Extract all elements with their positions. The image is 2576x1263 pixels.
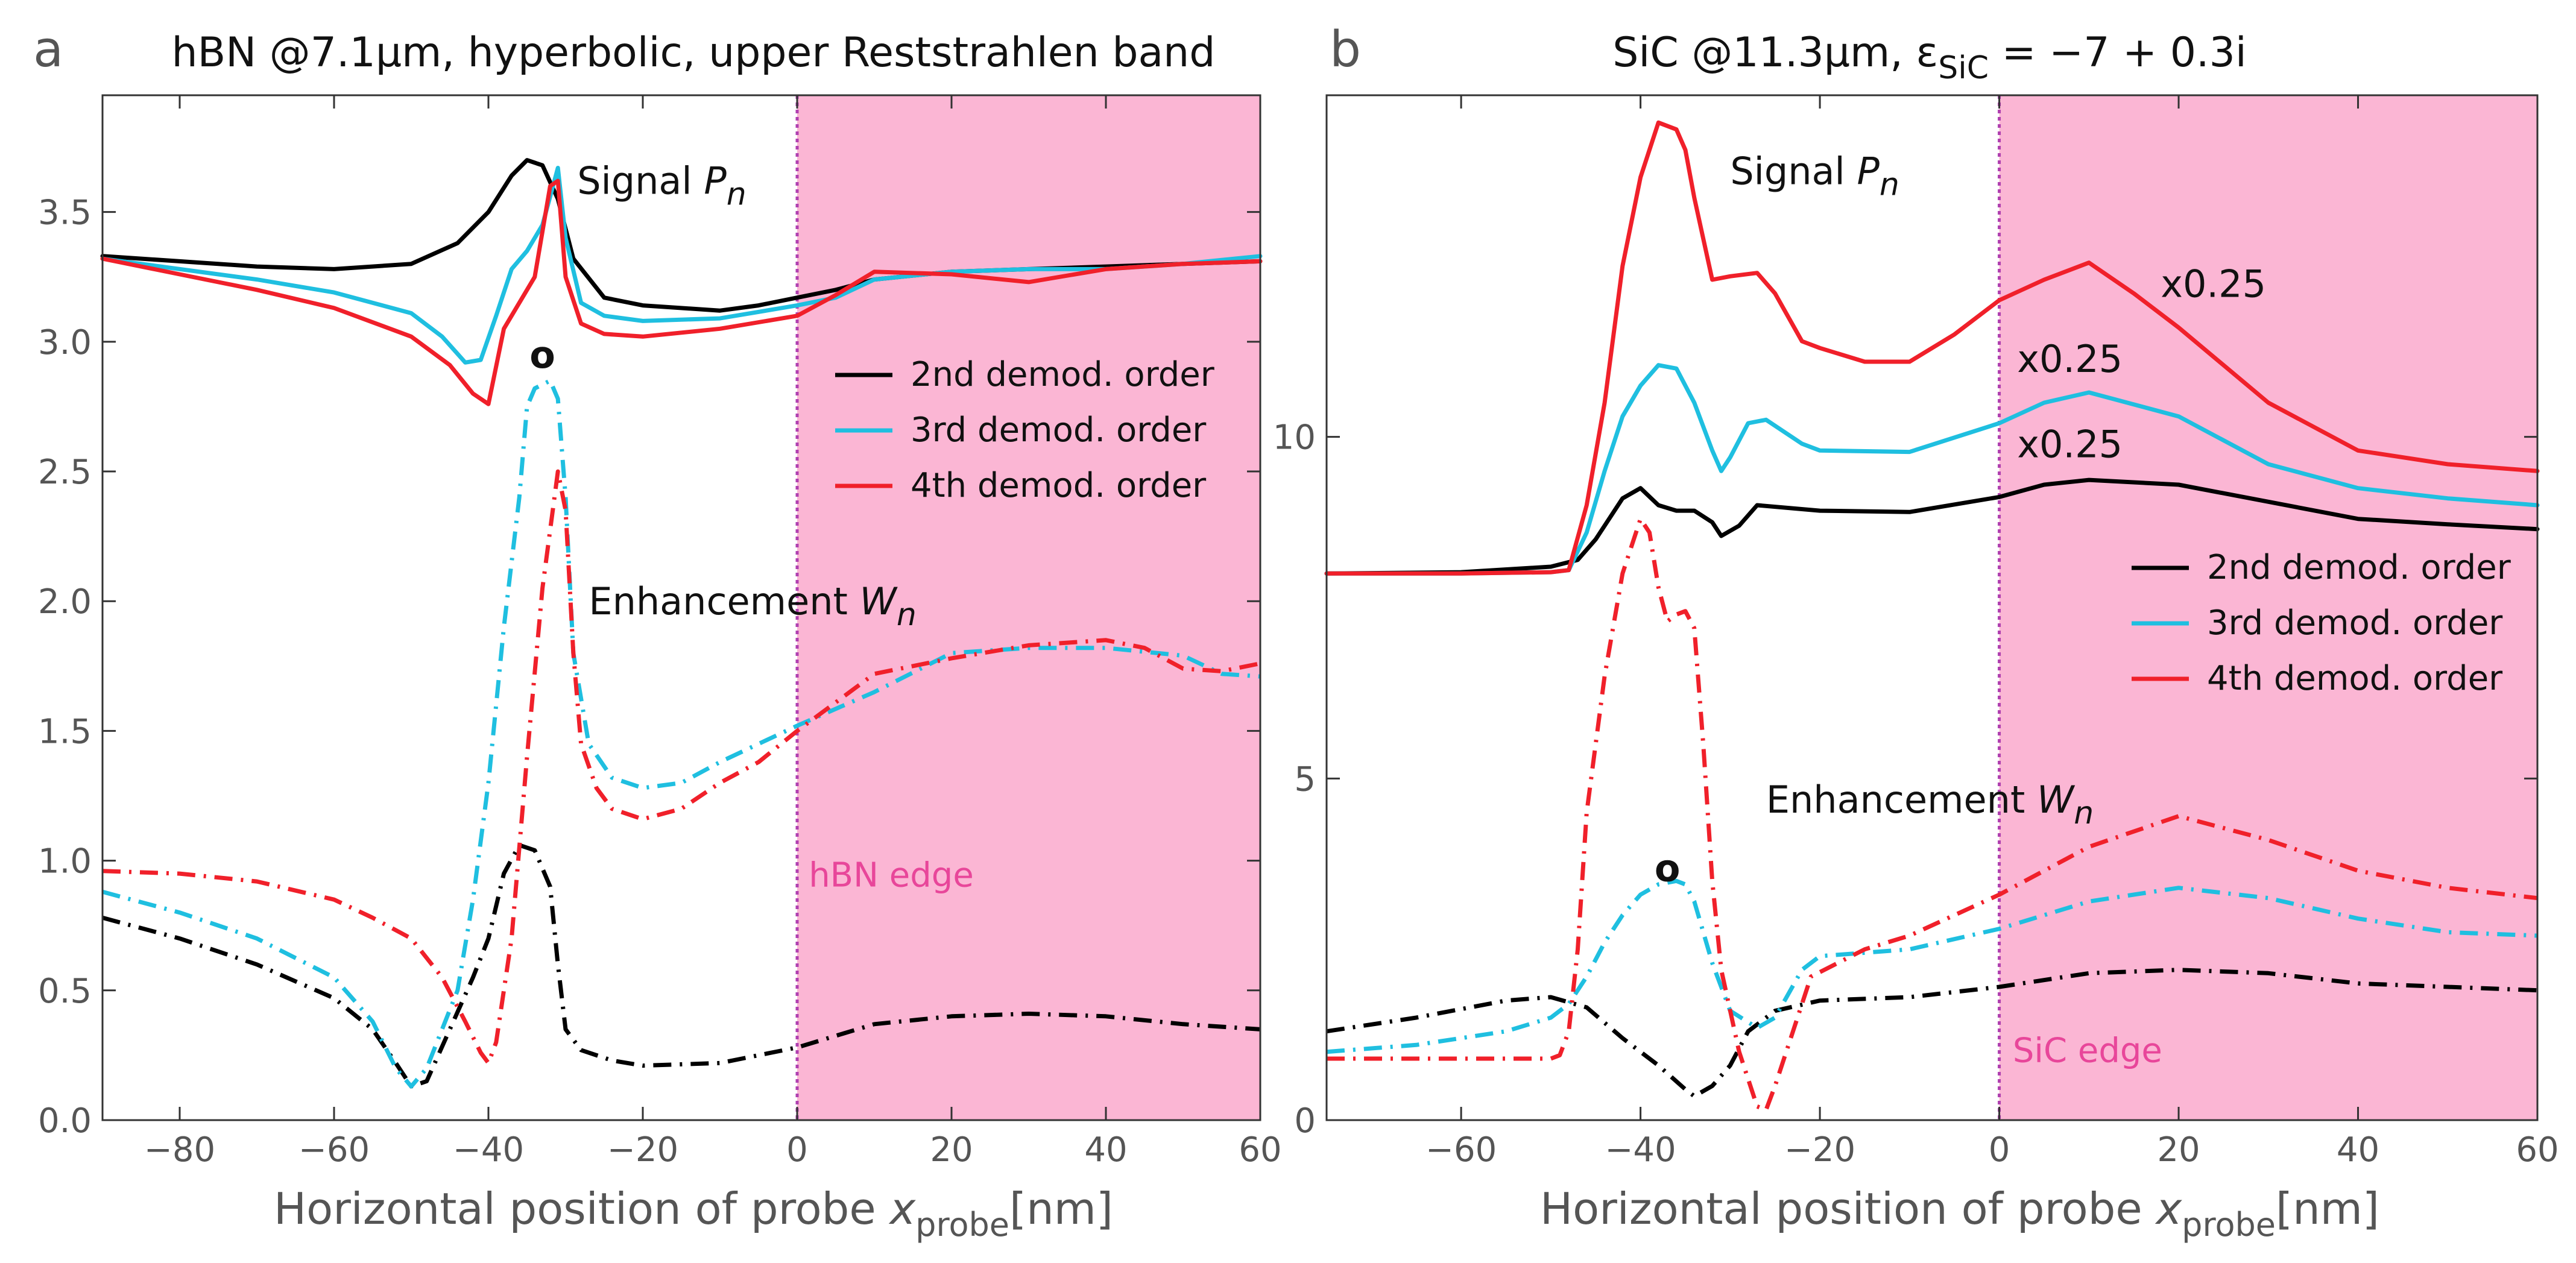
panel-a-series-signal-4th (100, 178, 1263, 406)
panel-b-marker: o (1655, 846, 1681, 890)
panel-a-legend-label: 3rd demod. order (911, 411, 1207, 450)
panel-a-y-tick-label: 0.0 (38, 1101, 92, 1141)
panel-b-series-enhancement-2nd (1326, 968, 2538, 1098)
panel-a-series-enhancement-4th (102, 469, 1261, 1065)
panel-a-y-tick-label: 0.5 (38, 972, 92, 1011)
panel-b-y-tick-label: 5 (1294, 760, 1316, 799)
panel-a-annotation: Enhancement Wn (589, 579, 916, 633)
panel-a-plot-area: −80 −60 −40 −20 0 20 40 60 0.0 0.5 1.0 1.5 2.0 2.5 3.0… (38, 94, 1282, 1170)
panel-a-x-axis-label: Horizontal position of probe xprobe[nm] (274, 1183, 1113, 1244)
panel-b-annotation-symbol: P (1857, 149, 1880, 193)
panel-a-x-tick-label: −80 (144, 1130, 215, 1170)
panel-b-series-signal-2nd (1324, 477, 2540, 576)
panel-b-legend-label: 4th demod. order (2207, 659, 2503, 698)
panel-b-series-signal-3rd (1324, 363, 2540, 576)
panel-b-annotation: Enhancement Wn (1766, 778, 2094, 831)
panel-b-annotation-text: Enhancement (1766, 778, 2037, 822)
panel-b-x-tick-label: 40 (2337, 1130, 2379, 1170)
panel-a-marker: o (529, 333, 555, 377)
panel-b-x-axis-label: Horizontal position of probe xprobe[nm] (1540, 1183, 2379, 1244)
panel-b-legend-label: 2nd demod. order (2207, 548, 2511, 587)
panel-a-x-tick-label: −60 (298, 1130, 370, 1170)
panel-b-shaded-region (1999, 95, 2537, 1120)
panel-a-annotation-symbol: P (704, 159, 727, 203)
panel-b-scale-label: x0.25 (2017, 337, 2123, 381)
panel-a-legend-label: 2nd demod. order (911, 355, 1215, 394)
panel-b: b SiC @11.3μm, εSiC = −7 + 0.3i −60 −40 −2… (1273, 21, 2559, 1244)
panel-a-annotation-text: Enhancement (589, 579, 859, 623)
panel-a-y-tick-label: 1.5 (38, 712, 92, 751)
panel-a-series-enhancement-3rd (102, 378, 1261, 1089)
panel-a-x-tick-label: 0 (786, 1130, 808, 1170)
panel-b-letter: b (1330, 21, 1361, 78)
panel-b-series-enhancement-4th (1327, 517, 2538, 1112)
panel-a-axes-frame (101, 94, 1261, 1121)
panel-a-series-enhancement-2nd (102, 843, 1261, 1089)
panel-a-annotation-text: Signal (577, 159, 704, 203)
panel-b-legend-label: 3rd demod. order (2207, 603, 2503, 643)
panel-a-x-tick-label: 40 (1084, 1130, 1127, 1170)
panel-a-y-tick-label: 1.0 (38, 842, 92, 881)
panel-b-scale-label: x0.25 (2017, 423, 2123, 467)
panel-a-legend-label: 4th demod. order (911, 466, 1207, 505)
panel-b-x-tick-label: −20 (1784, 1130, 1855, 1170)
panel-b-axes-frame (1325, 94, 2539, 1121)
panel-a-x-tick-label: −20 (607, 1130, 678, 1170)
panel-b-x-tick-label: 0 (1989, 1130, 2010, 1170)
panel-b-y-tick-label: 10 (1273, 418, 1316, 458)
panel-a-y-tick-label: 2.5 (38, 453, 92, 492)
panel-b-x-tick-label: 60 (2516, 1130, 2559, 1170)
panel-b-annotation-text: Signal (1730, 149, 1857, 193)
panel-b-annotation-subscript: n (2074, 795, 2094, 831)
panel-b-x-tick-label: 20 (2157, 1130, 2200, 1170)
panel-b-y-tick-label: 0 (1294, 1101, 1316, 1141)
panel-a-edge-label: hBN edge (809, 856, 974, 895)
panel-b-series-signal-4th (1324, 120, 2540, 576)
panel-b-title: SiC @11.3μm, εSiC = −7 + 0.3i (1612, 29, 2247, 86)
panel-b-annotation-subscript: n (1880, 166, 1899, 203)
panel-a-annotation-symbol: W (860, 579, 898, 623)
panel-a-y-tick-label: 3.0 (38, 323, 92, 362)
panel-a-title: hBN @7.1μm, hyperbolic, upper Reststrahl… (172, 29, 1216, 77)
panel-a-y-tick-label: 2.0 (38, 582, 92, 622)
panel-a-letter: a (33, 21, 63, 78)
panel-b-scale-label: x0.25 (2161, 262, 2266, 306)
panel-a: a hBN @7.1μm, hyperbolic, upper Reststra… (33, 21, 1282, 1244)
panel-b-annotation: Signal Pn (1730, 149, 1899, 203)
panel-a-annotation: Signal Pn (577, 159, 747, 213)
panel-b-series-enhancement-3rd (1326, 878, 2538, 1054)
panel-a-annotation-subscript: n (897, 597, 917, 633)
panel-b-annotation-symbol: W (2037, 778, 2076, 822)
panel-b-edge-label: SiC edge (2013, 1032, 2162, 1071)
panel-a-x-tick-label: 60 (1239, 1130, 1281, 1170)
panel-b-x-tick-label: −40 (1605, 1130, 1676, 1170)
panel-b-x-tick-label: −60 (1425, 1130, 1497, 1170)
panel-a-x-tick-label: −40 (453, 1130, 524, 1170)
panel-a-y-tick-label: 3.5 (38, 194, 92, 233)
panel-a-annotation-subscript: n (727, 177, 747, 213)
panel-a-x-tick-label: 20 (930, 1130, 973, 1170)
panel-a-shaded-region (797, 95, 1260, 1120)
